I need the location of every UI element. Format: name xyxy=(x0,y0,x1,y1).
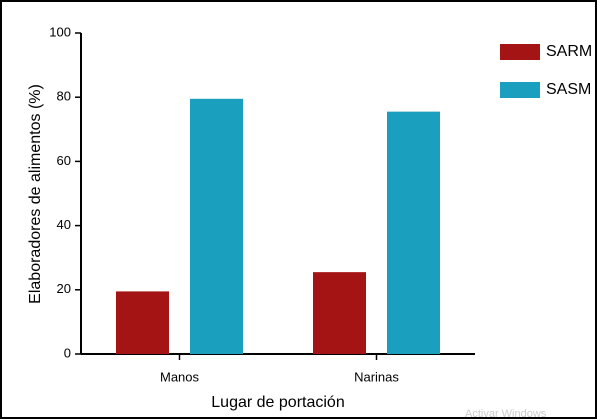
x-tick-label: Manos xyxy=(160,369,200,384)
x-tick-label: Narinas xyxy=(354,369,399,384)
legend-swatch xyxy=(500,44,540,60)
bar xyxy=(190,98,243,355)
y-tick-label: 60 xyxy=(57,153,71,168)
legend-label: SASM xyxy=(546,81,591,98)
bar xyxy=(387,111,440,355)
bar xyxy=(116,291,169,354)
watermark: Activar Windows xyxy=(465,408,547,419)
bar xyxy=(313,272,366,354)
legend-swatch xyxy=(500,82,540,98)
y-tick-label: 0 xyxy=(64,345,71,360)
x-axis-label: Lugar de portación xyxy=(211,394,344,411)
y-tick-label: 80 xyxy=(57,89,71,104)
legend-label: SARM xyxy=(546,43,592,60)
y-tick-label: 20 xyxy=(57,281,71,296)
y-tick-label: 100 xyxy=(49,24,71,39)
y-tick-label: 40 xyxy=(57,217,71,232)
y-axis-label: Elaboradores de alimentos (%) xyxy=(27,84,44,304)
